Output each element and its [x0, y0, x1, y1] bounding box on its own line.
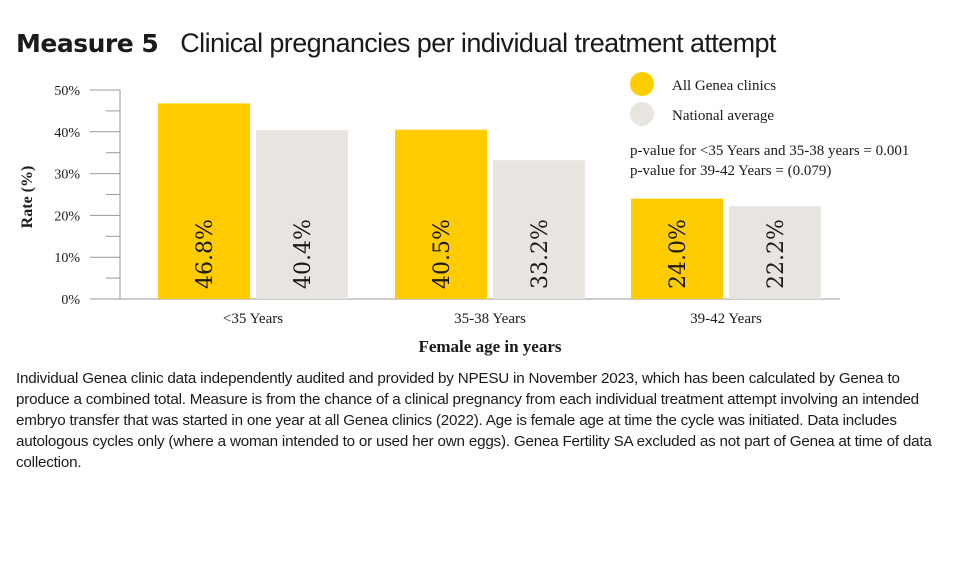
x-category-label: <35 Years [223, 311, 283, 327]
bar [158, 103, 250, 299]
chart-title: Clinical pregnancies per individual trea… [180, 28, 776, 58]
bar [493, 160, 585, 299]
y-tick-label: 10% [54, 251, 80, 266]
y-tick-label: 40% [54, 126, 80, 141]
y-tick-label: 0% [61, 293, 80, 308]
legend-swatch-national [630, 102, 654, 126]
legend-swatch-genea [630, 72, 654, 96]
x-category-label: 35-38 Years [454, 311, 526, 327]
bar [729, 206, 821, 299]
bar-value-label: 22.2% [764, 219, 789, 289]
bar-value-label: 46.8% [193, 219, 218, 289]
y-tick-label: 50% [54, 84, 80, 99]
legend: All Genea clinics National average [630, 72, 776, 126]
bar [631, 198, 723, 299]
bar-value-label: 40.5% [430, 219, 455, 289]
legend-label-genea: All Genea clinics [672, 78, 776, 94]
bar-value-label: 24.0% [666, 219, 691, 289]
y-tick-label: 20% [54, 209, 80, 224]
y-axis-title: Rate (%) [19, 166, 36, 229]
x-category-label: 39-42 Years [690, 311, 762, 327]
bar [395, 129, 487, 299]
y-tick-label: 30% [54, 168, 80, 183]
bar-value-label: 40.4% [291, 219, 316, 289]
bar-value-label: 33.2% [528, 219, 553, 289]
caption: Individual Genea clinic data independent… [16, 370, 932, 471]
annotation-pvalue-2: p-value for 39-42 Years = (0.079) [630, 163, 831, 179]
annotation-pvalue-1: p-value for <35 Years and 35-38 years = … [630, 143, 909, 159]
measure-number: Measure 5 [16, 29, 159, 58]
chart-header: Measure 5 Clinical pregnancies per indivi… [16, 28, 776, 68]
x-axis-title: Female age in years [418, 337, 561, 356]
legend-label-national: National average [672, 108, 774, 124]
bar [256, 130, 348, 299]
bar-chart: Rate (%) 0% 10% 20% 30% 40% 50% 46.8% 40.4% 40.… [19, 72, 909, 356]
